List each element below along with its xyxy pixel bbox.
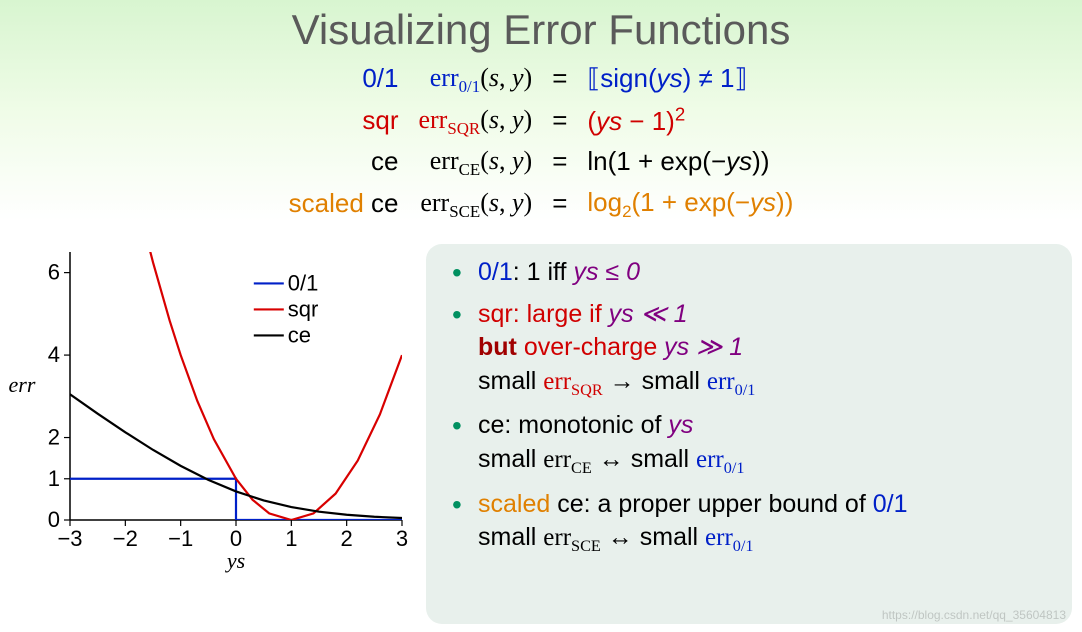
svg-text:sqr: sqr xyxy=(288,296,319,321)
svg-text:−3: −3 xyxy=(57,526,82,551)
page-title: Visualizing Error Functions xyxy=(0,0,1082,54)
svg-text:3: 3 xyxy=(396,526,408,551)
svg-text:err: err xyxy=(9,372,36,397)
svg-text:−1: −1 xyxy=(168,526,193,551)
bullet-2: sqr: large if ys ≪ 1 but over-charge ys … xyxy=(452,298,1054,402)
bullet-panel: 0/1: 1 iff ys ≤ 0 sqr: large if ys ≪ 1 b… xyxy=(426,244,1072,624)
error-chart: −3−2−1012301246yserr0/1sqrce xyxy=(8,244,408,624)
svg-text:6: 6 xyxy=(48,260,60,285)
svg-text:ce: ce xyxy=(288,322,311,347)
svg-text:4: 4 xyxy=(48,342,60,367)
svg-text:2: 2 xyxy=(341,526,353,551)
svg-text:ys: ys xyxy=(225,548,245,573)
svg-text:0: 0 xyxy=(48,507,60,532)
bullet-1: 0/1: 1 iff ys ≤ 0 xyxy=(452,256,1054,290)
watermark: https://blog.csdn.net/qq_35604813 xyxy=(882,608,1066,622)
svg-text:1: 1 xyxy=(285,526,297,551)
svg-text:2: 2 xyxy=(48,425,60,450)
bullet-3: ce: monotonic of ys small errCE ↔ small … xyxy=(452,409,1054,479)
svg-text:−2: −2 xyxy=(113,526,138,551)
svg-text:0/1: 0/1 xyxy=(288,270,319,295)
equation-block: 0/1err0/1(s, y)=⟦sign(ys) ≠ 1⟧sqrerrSQR(… xyxy=(279,58,804,224)
svg-text:1: 1 xyxy=(48,466,60,491)
bullet-4: scaled ce: a proper upper bound of 0/1 s… xyxy=(452,488,1054,558)
